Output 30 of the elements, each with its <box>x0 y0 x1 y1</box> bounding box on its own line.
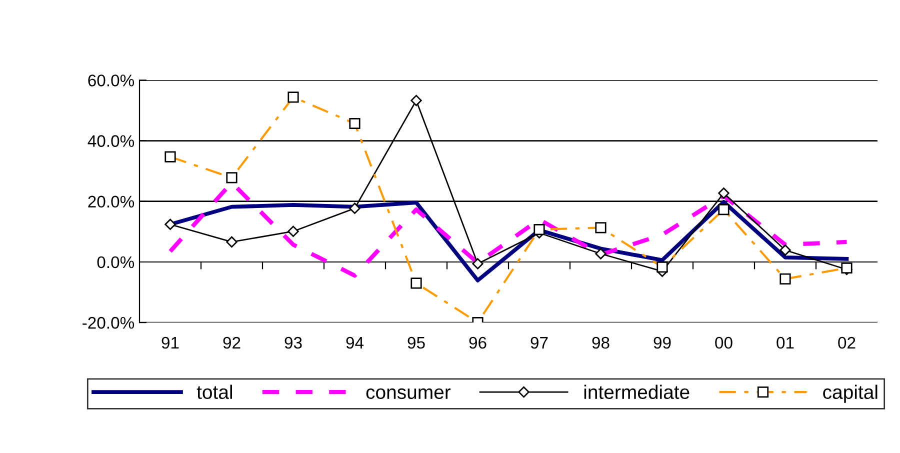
x-tick-label: 01 <box>776 336 794 349</box>
point <box>288 226 299 237</box>
y-tick-label: 0.0% <box>97 256 134 268</box>
legend-label: total <box>196 384 232 400</box>
x-tick-label: 99 <box>654 336 671 349</box>
y-tick-label: 40.0% <box>88 135 134 147</box>
y-tick-label: 20.0% <box>88 196 134 208</box>
point <box>226 236 238 248</box>
point <box>595 248 606 260</box>
x-tick-label: 91 <box>162 336 179 349</box>
point <box>410 94 422 106</box>
x-tick-label: 00 <box>715 336 732 349</box>
x-tick-label: 94 <box>346 336 364 349</box>
point <box>349 202 360 214</box>
x-tick-label: 95 <box>408 336 425 349</box>
point <box>718 188 730 199</box>
y-tick-label: 60.0% <box>88 74 134 86</box>
x-tick-label: 96 <box>469 336 486 349</box>
point <box>164 218 176 230</box>
point <box>472 258 484 270</box>
x-tick-label: 98 <box>592 336 610 349</box>
point <box>780 244 791 256</box>
x-tick-label: 97 <box>530 336 548 349</box>
legend-label: intermediate <box>584 384 690 400</box>
x-tick-label: 93 <box>284 336 302 349</box>
x-tick-label: 02 <box>838 336 856 349</box>
y-tick-label: -20.0% <box>82 316 134 329</box>
x-tick-label: 92 <box>223 336 240 349</box>
legend-label: capital <box>823 384 878 403</box>
legend-label: consumer <box>366 388 451 400</box>
